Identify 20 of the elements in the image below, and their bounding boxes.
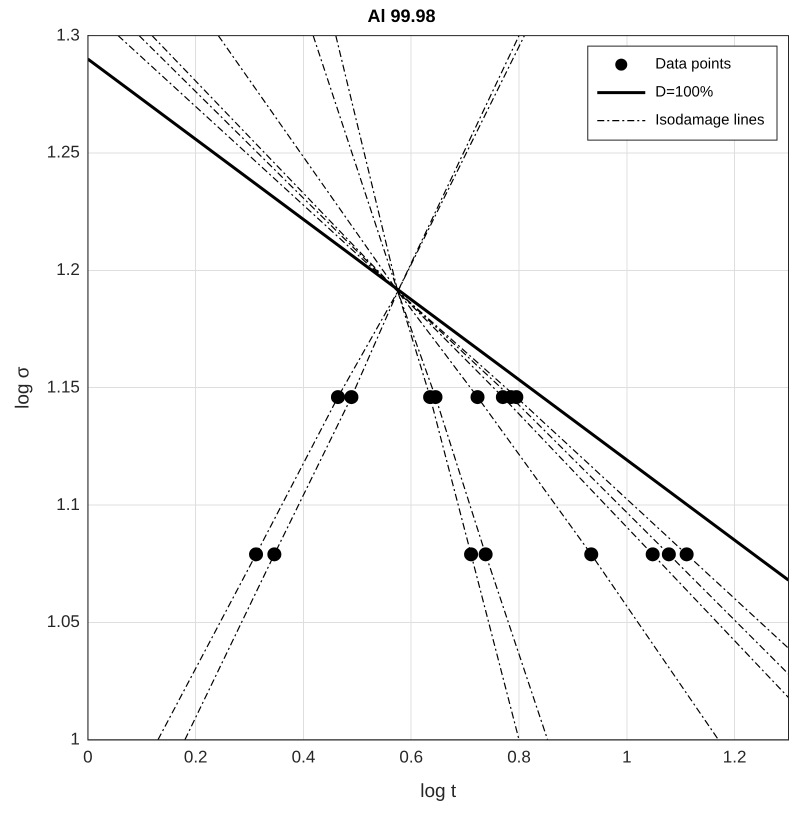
x-tick-label: 0.6 bbox=[399, 748, 424, 767]
x-tick-label: 0.2 bbox=[184, 748, 208, 767]
x-axis-title: log t bbox=[420, 780, 457, 802]
legend-label: Isodamage lines bbox=[655, 112, 764, 129]
x-tick-label: 0.8 bbox=[507, 748, 531, 767]
y-tick-label: 1 bbox=[70, 729, 80, 748]
x-tick-label: 0.4 bbox=[292, 748, 316, 767]
x-tick-label: 1.2 bbox=[722, 748, 746, 767]
y-axis-title: log σ bbox=[12, 366, 34, 409]
y-tick-label: 1.1 bbox=[56, 494, 80, 514]
legend-label: D=100% bbox=[655, 84, 714, 101]
y-tick-label: 1.3 bbox=[56, 25, 80, 44]
chart-title: Al 99.98 bbox=[367, 6, 436, 26]
x-tick-label: 0 bbox=[83, 748, 93, 767]
y-tick-label: 1.15 bbox=[46, 377, 80, 396]
y-tick-label: 1.25 bbox=[46, 142, 80, 162]
y-tick-label: 1.05 bbox=[46, 612, 80, 632]
y-tick-label: 1.2 bbox=[56, 260, 80, 280]
legend-label: Data points bbox=[655, 56, 732, 73]
x-tick-label: 1 bbox=[622, 748, 632, 767]
